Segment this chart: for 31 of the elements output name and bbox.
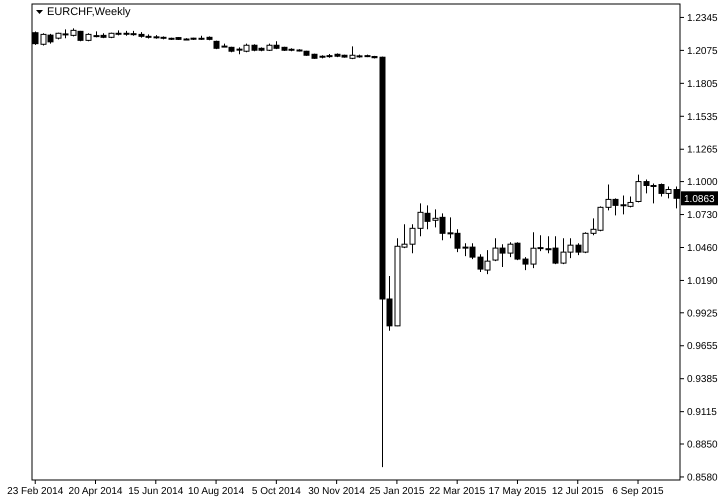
x-tick-label: 6 Sep 2015 [612,486,664,497]
x-tick-label: 30 Nov 2014 [308,486,366,497]
x-tick-label: 22 Mar 2015 [429,486,486,497]
annotation: 1.0863 [684,194,716,205]
y-tick-label: 1.0460 [687,242,718,254]
x-tick-label: 25 Jan 2015 [369,486,425,497]
y-tick-label: 0.8850 [687,439,718,450]
x-tick-label: 23 Feb 2014 [7,486,64,497]
candlestick [636,174,642,203]
x-tick-label: 20 Apr 2014 [68,486,123,497]
x-tick-label: 12 Jul 2015 [552,486,604,497]
x-tick-label: 10 Aug 2014 [188,486,245,497]
y-tick-label: 0.9655 [687,341,718,352]
y-tick-label: 1.1805 [687,78,718,90]
y-tick-label: 1.0730 [687,210,718,222]
y-tick-label: 1.0190 [687,276,718,287]
y-tick-label: 1.2075 [687,46,718,57]
x-tick-label: 5 Oct 2014 [252,486,302,497]
y-tick-label: 0.9385 [687,374,718,386]
y-tick-label: 1.1265 [687,144,718,156]
y-tick-label: 1.1535 [687,112,718,123]
x-tick-label: 17 May 2015 [488,486,547,497]
y-tick-label: 0.9925 [687,308,718,320]
y-tick-label: 0.9115 [687,407,718,418]
candlestick [410,224,416,254]
chart-title: EURCHF,Weekly [47,6,132,18]
x-tick-label: 15 Jun 2014 [128,486,184,497]
candlestick [522,256,528,271]
y-tick-label: 1.1000 [687,177,718,188]
y-tick-label: 1.2345 [687,12,718,24]
y-tick-label: 0.8580 [687,472,718,484]
